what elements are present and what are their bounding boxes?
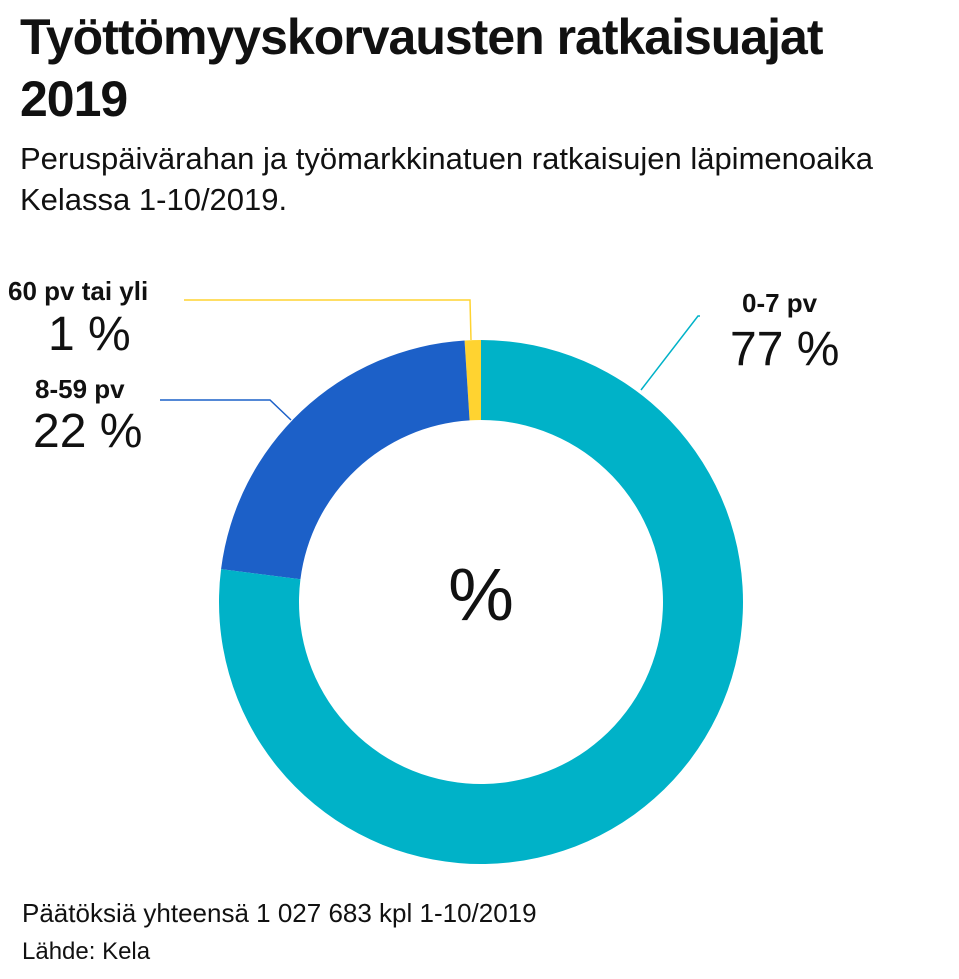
donut-slice-1 (221, 340, 470, 580)
leader-line-60 (184, 299, 472, 341)
footnote: Päätöksiä yhteensä 1 027 683 kpl 1-10/20… (22, 898, 537, 928)
source: Lähde: Kela (22, 938, 151, 965)
slice-label-8-59: 8-59 pv (35, 374, 125, 404)
slice-value-8-59: 22 % (33, 405, 143, 458)
slice-value-0-7: 77 % (730, 323, 840, 376)
slice-label-60: 60 pv tai yli (8, 276, 149, 306)
chart-title: Työttömyyskorvausten ratkaisuajat 2019 (20, 9, 824, 127)
chart-subtitle: Peruspäivärahan ja työmarkkinatuen ratka… (20, 141, 873, 217)
leader-line-0-7 (640, 315, 700, 391)
center-label: % (448, 553, 514, 636)
donut-slice-0 (219, 340, 743, 864)
donut-slice-2 (464, 340, 481, 421)
slice-value-60: 1 % (48, 308, 131, 361)
slice-label-0-7: 0-7 pv (742, 288, 818, 318)
leader-line-8-59 (160, 399, 292, 421)
